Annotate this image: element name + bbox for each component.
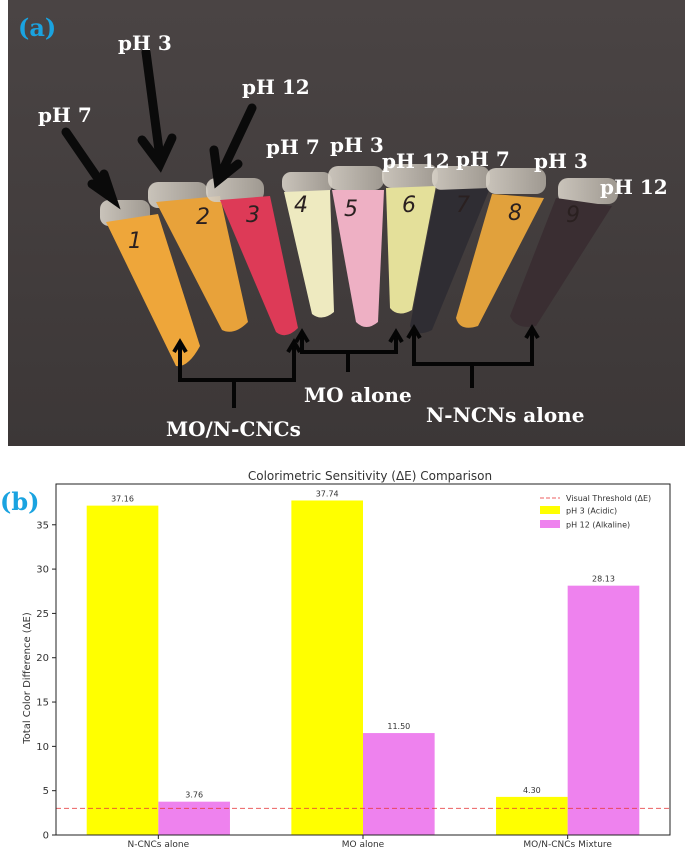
tube-number-5: 5 [344,197,358,222]
tube-2 [148,182,248,332]
y-tick-label-5: 25 [36,609,49,620]
tube-label-5: pH 3 [330,133,384,157]
panel-letter-a: (a) [18,13,56,42]
y-tick-label-0: 0 [43,831,49,842]
chart-panel: (b) Colorimetric Sensitivity (ΔE) Compar… [0,458,685,850]
tubes-photo: 1 2 3 4 5 6 7 8 9 pH 7 pH 3 pH 12 pH 7 p… [8,0,685,446]
legend-label-threshold: Visual Threshold (ΔE) [566,494,651,503]
tube-number-4: 4 [294,193,308,218]
group-brackets [172,324,540,408]
bracket-mo-n-cncs [178,344,296,382]
bar-acidic-1 [291,500,363,835]
y-tick-label-1: 5 [43,786,49,797]
tube-label-6: pH 12 [382,149,450,173]
tube-7 [410,166,490,334]
bar-chart: (b) Colorimetric Sensitivity (ΔE) Compar… [0,469,671,850]
tube-8 [456,168,546,328]
tube-label-3: pH 12 [242,75,310,99]
arrows [61,47,257,210]
legend-swatch-acidic [540,506,560,514]
tube-9 [510,178,618,327]
tube-number-9: 9 [566,203,580,228]
tube-number-3: 3 [246,203,260,228]
tube-4 [282,172,334,318]
y-tick-label-2: 10 [36,742,49,753]
plot-area: 37.16 37.74 4.30 3.76 11.50 28.13 0 5 10 15 20 25 30… [36,483,671,850]
x-tick-label-0: N-CNCs alone [128,840,190,848]
tube-label-1: pH 7 [38,103,92,127]
tube-label-9: pH 12 [600,175,668,199]
y-tick-label-3: 15 [36,698,49,709]
bar-acidic-0 [86,505,159,835]
tube-label-4: pH 7 [266,135,320,159]
arrow-head-3 [209,145,243,189]
bar-alkaline-0 [158,801,230,835]
value-label-alkaline-1: 11.50 [387,722,410,731]
legend: Visual Threshold (ΔE) pH 3 (Acidic) pH 12 … [540,494,651,530]
value-label-acidic-1: 37.74 [316,489,339,498]
photo-panel: 1 2 3 4 5 6 7 8 9 pH 7 pH 3 pH 12 pH 7 p… [8,0,685,446]
value-label-alkaline-2: 28.13 [592,575,615,584]
legend-label-acidic: pH 3 (Acidic) [566,507,617,516]
tube-number-6: 6 [402,193,416,218]
legend-label-alkaline: pH 12 (Alkaline) [566,521,630,530]
value-label-acidic-0: 37.16 [111,495,134,504]
chart-title: Colorimetric Sensitivity (ΔE) Comparison [248,469,492,483]
tube-label-8: pH 3 [534,149,588,173]
group-label-mo-alone: MO alone [304,383,412,407]
tube-5 [328,166,384,327]
legend-swatch-alkaline [540,520,560,528]
tube-number-8: 8 [508,201,522,226]
arrow-tube-1 [61,127,115,201]
tube-number-2: 2 [196,205,210,230]
y-tick-label-6: 30 [36,565,49,576]
tube-number-7: 7 [456,193,470,218]
arrow-head-2 [137,133,177,173]
panel-letter-b: (b) [0,487,40,516]
arrow-tube-2 [141,47,165,163]
arrow-tube-3 [215,103,257,181]
tube-label-2: pH 3 [118,31,172,55]
x-tick-label-1: MO alone [342,840,385,848]
group-label-mo-n-cncs: MO/N-CNCs [166,417,301,441]
value-label-acidic-2: 4.30 [523,786,541,795]
tube-number-1: 1 [128,229,142,254]
y-axis-label: Total Color Difference (ΔE) [22,612,33,745]
value-label-alkaline-0: 3.76 [185,791,203,800]
tube-label-7: pH 7 [456,147,510,171]
bar-acidic-2 [496,796,568,835]
x-tick-label-2: MO/N-CNCs Mixture [523,840,612,848]
tube-6 [382,164,438,314]
y-tick-label-7: 35 [36,520,49,531]
arrow-head-1 [87,169,121,210]
bar-alkaline-1 [363,733,435,835]
group-label-n-ncns-alone: N-NCNs alone [426,403,584,427]
tube-1 [100,200,200,367]
bar-alkaline-2 [567,585,640,835]
tube-3 [206,178,298,336]
y-tick-label-4: 20 [36,653,49,664]
